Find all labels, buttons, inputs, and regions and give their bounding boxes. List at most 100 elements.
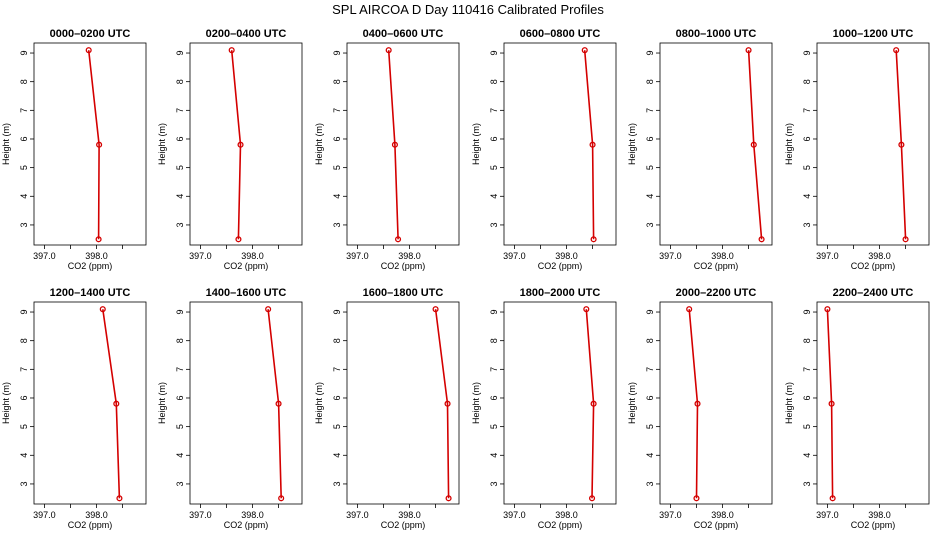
y-tick-label: 3 <box>645 481 655 486</box>
x-tick-label: 397.0 <box>503 251 526 261</box>
y-tick-label: 5 <box>489 424 499 429</box>
profile-line <box>267 309 282 499</box>
y-axis-label: Height (m) <box>314 382 324 424</box>
panel-title: 0000–0200 UTC <box>50 28 131 40</box>
y-tick-label: 8 <box>645 79 655 84</box>
panel-2: 0200–0400 UTC 397.0 398.0 3 4 5 6 7 8 9 CO2 (ppm) H… <box>157 28 303 271</box>
data-point <box>237 141 244 148</box>
x-tick-label: 397.0 <box>816 510 839 520</box>
x-tick-label: 397.0 <box>33 510 56 520</box>
y-tick-label: 8 <box>332 338 342 343</box>
panel-6: 1000–1200 UTC 397.0 398.0 3 4 5 6 7 8 9 CO2 (ppm) H… <box>784 28 930 271</box>
data-point <box>385 47 392 54</box>
y-tick-label: 4 <box>489 194 499 199</box>
profile-line <box>747 50 763 240</box>
y-tick-label: 5 <box>802 165 812 170</box>
y-tick-label: 3 <box>802 222 812 227</box>
profile-line <box>585 309 595 499</box>
panel-title: 1400–1600 UTC <box>206 287 287 299</box>
data-point <box>85 47 92 54</box>
panel-title: 2200–2400 UTC <box>833 287 914 299</box>
y-tick-label: 9 <box>489 310 499 315</box>
plot-frame <box>33 301 147 505</box>
x-axis-label: CO2 (ppm) <box>694 520 739 530</box>
panel-11: 2000–2200 UTC 397.0 398.0 3 4 5 6 7 8 9 CO2 (ppm) H… <box>627 287 773 530</box>
y-axis-label: Height (m) <box>784 382 794 424</box>
panel-9: 1600–1800 UTC 397.0 398.0 3 4 5 6 7 8 9 CO2 (ppm) H… <box>314 287 460 530</box>
plot-frame <box>33 42 147 246</box>
plot-frame <box>503 301 617 505</box>
data-point <box>265 306 272 313</box>
data-point <box>391 141 398 148</box>
x-tick-label: 397.0 <box>189 251 212 261</box>
y-tick-label: 8 <box>175 338 185 343</box>
y-tick-label: 4 <box>175 194 185 199</box>
y-tick-label: 3 <box>332 222 342 227</box>
x-axis-label: CO2 (ppm) <box>694 261 739 271</box>
profile-line <box>688 309 699 499</box>
y-tick-label: 6 <box>332 136 342 141</box>
panel-3: 0400–0600 UTC 397.0 398.0 3 4 5 6 7 8 9 CO2 (ppm) H… <box>314 28 460 271</box>
y-tick-label: 6 <box>645 136 655 141</box>
x-axis-label: CO2 (ppm) <box>68 520 113 530</box>
x-axis-label: CO2 (ppm) <box>381 261 426 271</box>
plot-frame <box>659 301 773 505</box>
x-tick-label: 398.0 <box>398 510 421 520</box>
y-tick-label: 3 <box>332 481 342 486</box>
plot-frame <box>346 301 460 505</box>
y-axis-label: Height (m) <box>157 123 167 165</box>
y-tick-label: 3 <box>489 481 499 486</box>
x-tick-label: 397.0 <box>346 510 369 520</box>
y-axis-label: Height (m) <box>1 382 11 424</box>
data-point <box>228 47 235 54</box>
data-point <box>745 47 752 54</box>
y-tick-label: 9 <box>802 51 812 56</box>
x-tick-label: 397.0 <box>33 251 56 261</box>
x-axis-label: CO2 (ppm) <box>381 520 426 530</box>
y-tick-label: 8 <box>489 338 499 343</box>
x-axis-label: CO2 (ppm) <box>224 520 269 530</box>
x-axis-label: CO2 (ppm) <box>851 261 896 271</box>
y-tick-label: 4 <box>489 453 499 458</box>
y-tick-label: 7 <box>19 367 29 372</box>
plot-frame <box>816 42 930 246</box>
panel-1: 0000–0200 UTC 397.0 398.0 3 4 5 6 7 8 9 CO2 (ppm) H… <box>1 28 147 271</box>
y-tick-label: 4 <box>645 194 655 199</box>
y-axis-label: Height (m) <box>784 123 794 165</box>
y-tick-label: 3 <box>19 481 29 486</box>
data-point <box>589 141 596 148</box>
plot-frame <box>659 42 773 246</box>
x-tick-label: 398.0 <box>868 510 891 520</box>
y-tick-label: 4 <box>802 194 812 199</box>
data-point <box>95 236 102 243</box>
plot-frame <box>346 42 460 246</box>
plot-frame <box>503 42 617 246</box>
y-axis-label: Height (m) <box>314 123 324 165</box>
y-tick-label: 9 <box>332 310 342 315</box>
y-tick-label: 7 <box>802 367 812 372</box>
profile-line <box>434 309 450 499</box>
y-tick-label: 7 <box>19 108 29 113</box>
y-tick-label: 3 <box>175 481 185 486</box>
y-tick-label: 6 <box>19 136 29 141</box>
y-tick-label: 4 <box>332 453 342 458</box>
data-point <box>588 495 596 502</box>
x-tick-label: 397.0 <box>346 251 369 261</box>
panel-4: 0600–0800 UTC 397.0 398.0 3 4 5 6 7 8 9 CO2 (ppm) H… <box>471 28 617 271</box>
y-tick-label: 5 <box>332 424 342 429</box>
y-tick-label: 6 <box>489 395 499 400</box>
plot-frame <box>816 301 930 505</box>
y-tick-label: 8 <box>802 79 812 84</box>
y-tick-label: 5 <box>645 424 655 429</box>
y-tick-label: 5 <box>19 424 29 429</box>
data-point <box>116 495 123 502</box>
y-tick-label: 6 <box>489 136 499 141</box>
y-axis-label: Height (m) <box>471 382 481 424</box>
profile-line <box>826 309 834 499</box>
x-axis-label: CO2 (ppm) <box>224 261 269 271</box>
y-tick-label: 9 <box>175 310 185 315</box>
data-point <box>902 236 909 243</box>
x-tick-label: 398.0 <box>85 510 108 520</box>
data-point <box>395 236 402 243</box>
